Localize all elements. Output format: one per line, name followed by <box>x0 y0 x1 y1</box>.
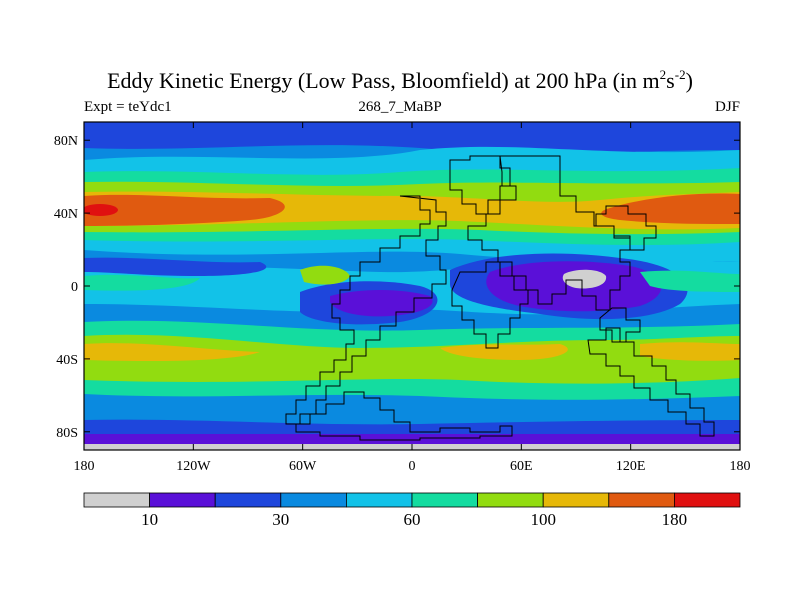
colorbar-label: 30 <box>272 510 289 529</box>
colorbar-swatch <box>477 492 544 508</box>
lon-tick-label: 0 <box>409 459 416 474</box>
lat-axis: 80N 40N 0 40S 80S <box>54 134 740 441</box>
lat-tick-label: 40S <box>56 353 78 368</box>
lon-axis: 180 120W 60W 0 60E 120E 180 <box>74 122 751 474</box>
field-sh-ind-140 <box>440 344 568 360</box>
field-asian-jet <box>601 193 740 224</box>
colorbar-swatch <box>214 492 282 508</box>
colorbar-swatch <box>345 492 413 508</box>
land-mask-outlines <box>285 155 715 441</box>
field-jet-core <box>84 204 118 216</box>
contour-field <box>84 122 740 450</box>
lon-tick-label: 180 <box>730 459 751 474</box>
colorbar-swatch <box>411 492 478 508</box>
southeast-asia-outline <box>599 307 641 343</box>
run-id-label: 268_7_MaBP <box>358 99 442 115</box>
colorbar-swatch <box>674 492 741 508</box>
lat-tick-label: 80S <box>56 426 78 441</box>
colorbar-swatch <box>149 492 216 508</box>
lon-tick-label: 60W <box>289 459 317 474</box>
americas-outline <box>285 195 447 425</box>
field-pacific-jet <box>84 194 285 226</box>
colorbar: 10 30 60 100 180 <box>83 492 741 529</box>
greenland-outline <box>449 155 511 215</box>
colorbar-swatch <box>542 492 610 508</box>
antarctica-outline <box>295 391 513 441</box>
colorbar-label: 100 <box>530 510 556 529</box>
plot-title: Eddy Kinetic Energy (Low Pass, Bloomfiel… <box>107 67 693 93</box>
australia-outline <box>587 327 715 437</box>
field-sh-pac-140 <box>84 343 260 362</box>
colorbar-label: 10 <box>141 510 158 529</box>
lat-tick-label: 40N <box>54 207 78 222</box>
lat-tick-label: 0 <box>71 280 78 295</box>
field-sh-band-100 <box>84 334 740 384</box>
lon-tick-label: 120W <box>176 459 211 474</box>
season-label: DJF <box>714 99 740 115</box>
lat-tick-label: 80N <box>54 134 78 149</box>
lon-tick-label: 60E <box>510 459 533 474</box>
field-tropics-amazon-10 <box>330 290 433 317</box>
field-sh-wpac-140 <box>640 342 740 361</box>
colorbar-swatch <box>608 492 675 508</box>
africa-outline <box>451 261 529 349</box>
lon-tick-label: 180 <box>74 459 95 474</box>
field-tropics-pac-80 <box>84 274 200 291</box>
colorbar-label: 180 <box>662 510 688 529</box>
lon-tick-label: 120E <box>616 459 646 474</box>
colorbar-swatch <box>83 492 150 508</box>
field-arctic <box>84 122 740 140</box>
field-tropics-min <box>562 269 607 289</box>
colorbar-label: 60 <box>404 510 421 529</box>
experiment-label: Expt = teYdc1 <box>84 99 172 115</box>
field-tropics-wpac-80 <box>640 270 740 292</box>
field-tropics-eastpac <box>84 257 267 276</box>
asia-east-outline <box>595 205 657 251</box>
field-tropics-atl-100 <box>300 265 350 285</box>
colorbar-swatch <box>280 492 347 508</box>
